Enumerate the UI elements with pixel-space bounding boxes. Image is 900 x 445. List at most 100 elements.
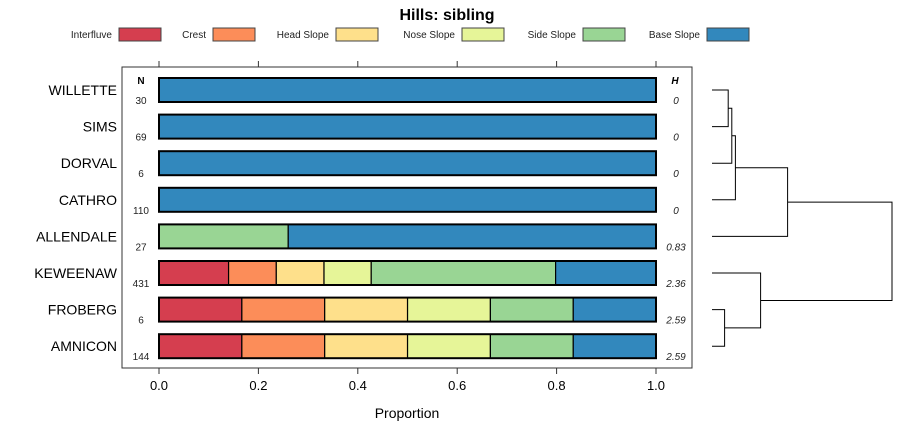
bar-segment-head-slope	[324, 333, 409, 359]
row-label: ALLENDALE	[36, 228, 117, 244]
row-dorval: DORVAL 6 0	[61, 150, 679, 180]
dendrogram-link	[712, 272, 762, 329]
legend-label: Nose Slope	[403, 30, 455, 41]
legend-label: Interfluve	[71, 30, 113, 41]
bar-segment-base-slope	[572, 333, 657, 359]
row-h: 0	[673, 169, 679, 180]
row-label: DORVAL	[61, 155, 117, 171]
dendrogram-link	[712, 309, 726, 347]
dendrogram-link	[712, 167, 789, 237]
bar-segment-base-slope	[158, 150, 657, 176]
row-h: 2.36	[665, 279, 686, 290]
row-n: 144	[133, 352, 150, 363]
bar-segment-head-slope	[275, 260, 325, 286]
bar-segment-crest	[227, 260, 277, 286]
bar-segment-base-slope	[158, 77, 657, 103]
bar-outline	[158, 186, 657, 213]
row-n: 6	[138, 316, 144, 327]
row-n: 69	[135, 133, 147, 144]
x-tick-label: 0.0	[150, 378, 168, 393]
bar-segment-crest	[241, 297, 326, 323]
bar-segment-base-slope	[158, 187, 657, 213]
row-amnicon: AMNICON 144 2.59	[51, 333, 686, 363]
x-tick-label: 0.6	[448, 378, 466, 393]
h-header: H	[671, 76, 679, 87]
row-allendale: ALLENDALE 27 0.83	[36, 223, 686, 253]
legend-swatch	[118, 27, 162, 42]
legend-item-crest: Crest	[182, 27, 256, 42]
legend-item-head-slope: Head Slope	[277, 27, 379, 42]
bar-outline	[158, 77, 657, 103]
chart-title: Hills: sibling	[399, 7, 494, 24]
bar-segment-nose-slope	[406, 297, 491, 323]
row-label: FROBERG	[48, 302, 117, 318]
row-h: 2.59	[665, 316, 686, 327]
row-label: SIMS	[83, 119, 117, 135]
legend-item-interfluve: Interfluve	[71, 27, 162, 42]
bar-segment-head-slope	[324, 297, 409, 323]
row-froberg: FROBERG 6 2.59	[48, 296, 686, 327]
row-n: 27	[135, 242, 147, 253]
legend-swatch	[212, 27, 256, 42]
bar-segment-interfluve	[158, 260, 230, 286]
bar-segment-base-slope	[572, 297, 657, 323]
row-h: 0.83	[666, 242, 686, 253]
legend-label: Side Slope	[528, 30, 577, 41]
row-keweenaw: KEWEENAW 431 2.36	[34, 260, 686, 290]
row-cathro: CATHRO 110 0	[59, 186, 679, 217]
bar-outline	[158, 150, 657, 177]
legend-swatch	[461, 27, 505, 42]
legend-item-side-slope: Side Slope	[528, 27, 626, 42]
bar-segment-nose-slope	[323, 260, 372, 286]
bar-segment-side-slope	[370, 260, 557, 286]
dendrogram	[712, 89, 893, 347]
bar-outline	[158, 296, 657, 323]
bar-segment-nose-slope	[406, 333, 491, 359]
row-n: 110	[133, 206, 149, 217]
x-tick-label: 0.2	[249, 378, 267, 393]
legend-swatch	[582, 27, 626, 42]
x-tick-label: 0.4	[349, 378, 367, 393]
dendrogram-link	[712, 107, 733, 164]
bar-outline	[158, 113, 657, 140]
legend-label: Head Slope	[277, 30, 330, 41]
bar-segment-interfluve	[158, 297, 243, 323]
x-tick-label: 0.8	[548, 378, 566, 393]
row-n: 30	[135, 96, 147, 107]
row-label: AMNICON	[51, 338, 117, 354]
row-sims: SIMS 69 0	[83, 113, 679, 144]
row-label: KEWEENAW	[34, 265, 117, 281]
n-header: N	[137, 76, 144, 87]
legend-label: Base Slope	[649, 30, 701, 41]
row-n: 6	[138, 169, 144, 180]
bar-outline	[158, 333, 657, 360]
bar-rows: WILLETTE 30 0 SIMS 69 0 DORVAL 6 0 CATHRO 110 0 ALLE…	[34, 77, 686, 363]
bar-segment-side-slope	[489, 333, 574, 359]
legend-label: Crest	[182, 30, 206, 41]
row-label: WILLETTE	[49, 82, 117, 98]
dendrogram-link	[760, 201, 893, 301]
row-label: CATHRO	[59, 192, 117, 208]
bar-segment-base-slope	[158, 113, 657, 140]
bar-segment-interfluve	[158, 333, 243, 359]
dendrogram-link	[712, 89, 729, 128]
legend-item-base-slope: Base Slope	[649, 27, 750, 42]
x-tick-label: 1.0	[647, 378, 665, 393]
legend-item-nose-slope: Nose Slope	[403, 27, 505, 42]
plot-panel	[121, 66, 693, 369]
legend-swatch	[335, 27, 379, 42]
bar-outline	[158, 223, 657, 250]
x-axis-label: Proportion	[375, 405, 440, 421]
bar-segment-crest	[241, 333, 326, 359]
bar-segment-side-slope	[158, 223, 289, 249]
row-h: 0	[673, 96, 679, 107]
row-n: 431	[133, 279, 150, 290]
bar-segment-base-slope	[287, 223, 657, 249]
row-willette: WILLETTE 30 0	[49, 77, 679, 107]
row-h: 2.59	[665, 352, 686, 363]
x-axis: 0.0 0.2 0.4 0.6 0.8 1.0	[150, 61, 665, 393]
legend: Interfluve Crest Head Slope Nose Slope Side …	[71, 27, 750, 42]
bar-segment-side-slope	[489, 297, 574, 323]
row-h: 0	[673, 206, 679, 217]
